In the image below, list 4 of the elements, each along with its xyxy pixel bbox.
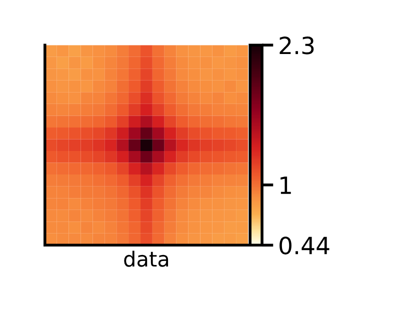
x-axis-title: data — [124, 250, 168, 267]
color-bar-label: 0.44 — [280, 236, 330, 254]
color-bar-label: 2.3 — [280, 36, 314, 54]
color-bar-label: 1 — [280, 176, 291, 194]
